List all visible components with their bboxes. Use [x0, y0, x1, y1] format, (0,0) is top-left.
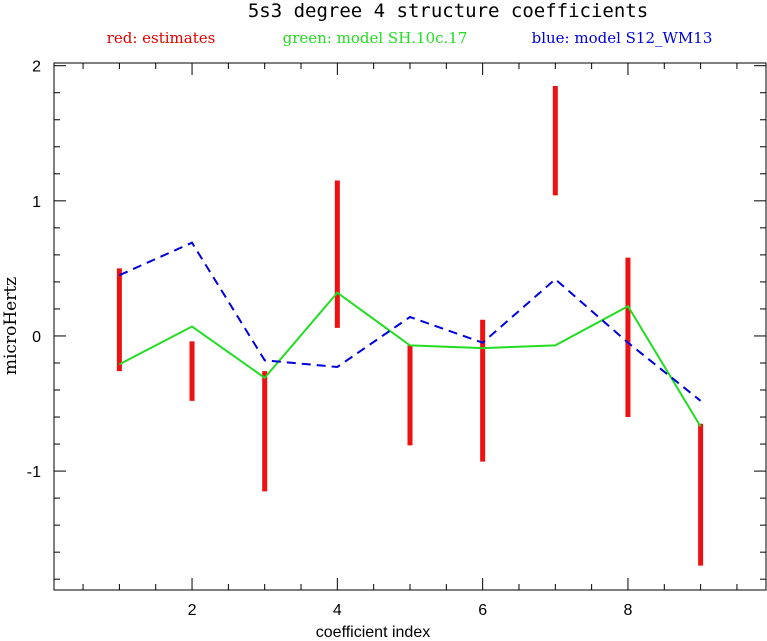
series-line-green — [118, 291, 702, 428]
chart-title: 5s3 degree 4 structure coefficients — [248, 0, 648, 22]
axis-ticks — [54, 63, 766, 590]
error-bars — [116, 85, 704, 566]
y-tick-label: 2 — [32, 59, 41, 76]
x-tick-label: 6 — [478, 602, 487, 619]
series-lines — [118, 241, 702, 428]
plot-frame — [53, 62, 767, 591]
y-tick-label: 1 — [32, 194, 41, 211]
legend-item-estimates: red: estimates — [107, 29, 216, 47]
legend-item-green-model: green: model SH.10c.17 — [283, 29, 468, 47]
x-axis-label: coefficient index — [316, 624, 430, 641]
series-line-blue — [118, 241, 702, 402]
tick-labels: 2 4 6 8 -1 0 1 2 — [27, 59, 633, 619]
y-axis-label: microHertz — [1, 277, 21, 375]
x-tick-label: 8 — [624, 602, 633, 619]
x-tick-label: 4 — [333, 602, 342, 619]
legend-item-blue-model: blue: model S12_WM13 — [532, 29, 713, 47]
legend: red: estimates green: model SH.10c.17 bl… — [107, 29, 713, 47]
x-tick-label: 2 — [188, 602, 197, 619]
y-tick-label: -1 — [27, 464, 41, 481]
y-tick-label: 0 — [32, 329, 41, 346]
